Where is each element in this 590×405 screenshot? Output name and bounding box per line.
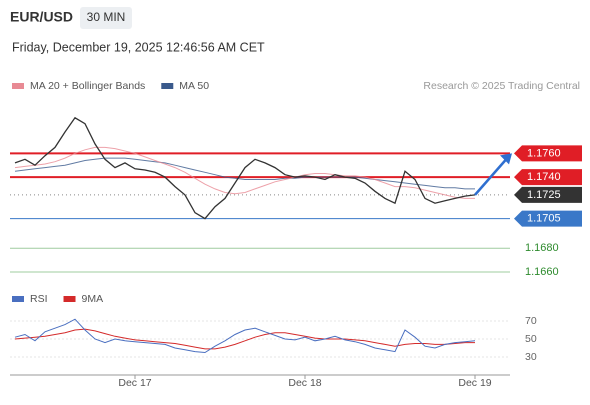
- x-tick-label: Dec 17: [118, 377, 151, 389]
- level-label: 1.1760: [527, 147, 561, 159]
- series-line: [14, 116, 476, 220]
- series-line: [14, 146, 475, 199]
- legend-swatch: [12, 83, 24, 89]
- forecast-arrow: [474, 157, 508, 196]
- series-line: [14, 157, 475, 190]
- legend-label: 9MA: [82, 293, 104, 305]
- y-tick-label: 70: [525, 315, 537, 327]
- legend-label: RSI: [30, 293, 48, 305]
- level-label: 1.1725: [527, 189, 561, 201]
- level-tag: [514, 210, 582, 227]
- level-tag: [514, 169, 582, 186]
- level-label: 1.1680: [525, 242, 559, 254]
- interval: 30 MIN: [87, 10, 126, 24]
- symbol: EUR/USD: [10, 9, 73, 25]
- legend-swatch: [63, 296, 76, 302]
- level-label: 1.1740: [527, 171, 561, 183]
- legend-label: MA 20 + Bollinger Bands: [30, 80, 145, 92]
- interval-badge: [80, 7, 132, 29]
- series-line: [14, 318, 476, 354]
- timestamp: Friday, December 19, 2025 12:46:56 AM CE…: [12, 40, 265, 54]
- level-tag: [514, 186, 582, 203]
- level-tag: [514, 145, 582, 162]
- level-label: 1.1660: [525, 266, 559, 278]
- series-line: [14, 328, 475, 350]
- x-tick-label: Dec 18: [288, 377, 321, 389]
- legend-swatch: [12, 296, 24, 302]
- y-tick-label: 30: [525, 351, 537, 363]
- legend-label: MA 50: [179, 80, 209, 92]
- y-tick-label: 50: [525, 333, 537, 345]
- level-label: 1.1705: [527, 212, 561, 224]
- legend-swatch: [161, 83, 174, 89]
- credit: Research © 2025 Trading Central: [423, 80, 580, 92]
- x-tick-label: Dec 19: [458, 377, 491, 389]
- forecast-arrowhead: [500, 153, 512, 165]
